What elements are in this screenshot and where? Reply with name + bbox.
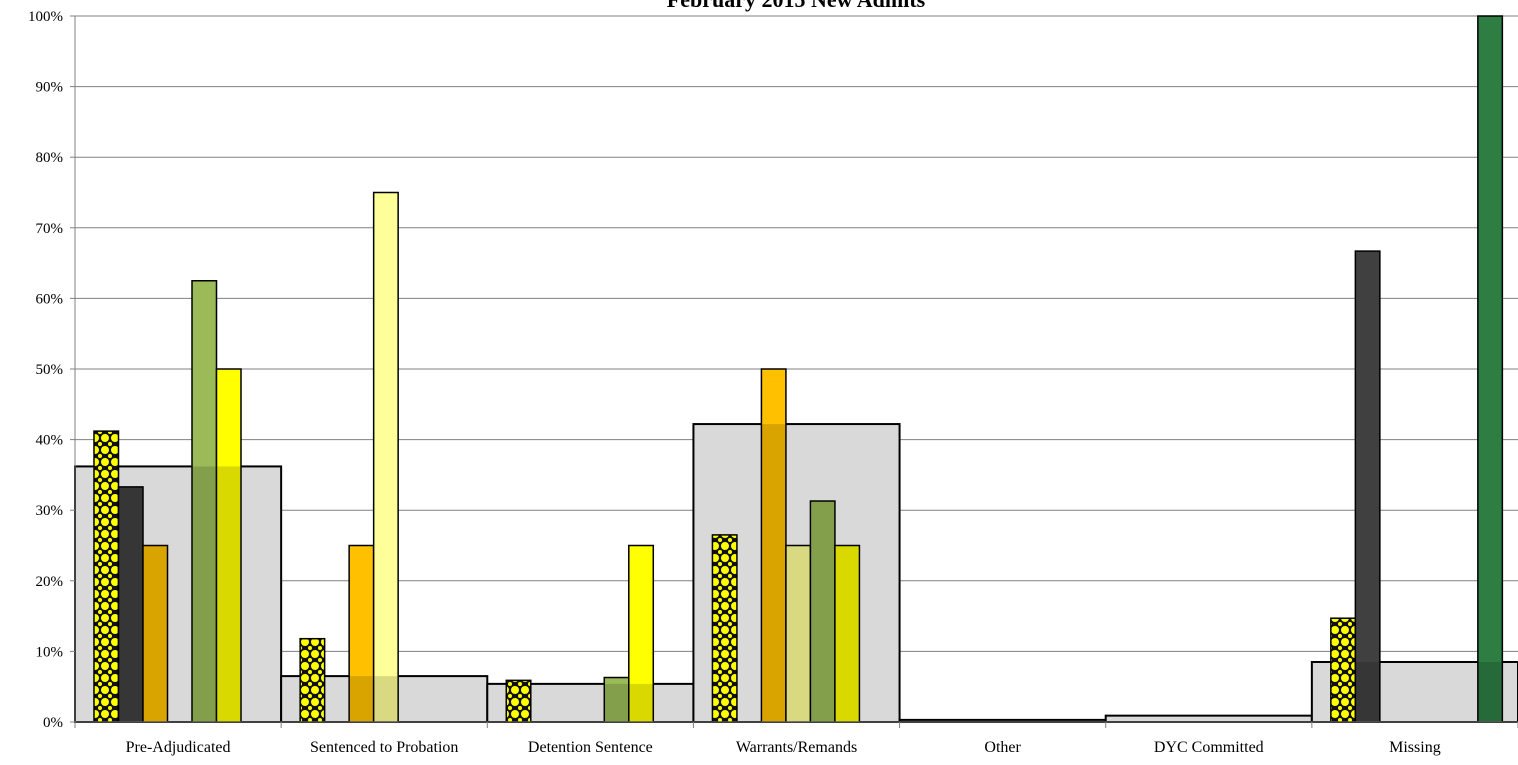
- bar: [834, 544, 861, 723]
- bar: [372, 191, 399, 723]
- x-tick-label: Pre-Adjudicated: [126, 739, 231, 756]
- bar: [1354, 250, 1381, 723]
- x-tick-label: Sentenced to Probation: [310, 739, 458, 756]
- bar-overlap-shade: [629, 683, 653, 722]
- bar: [1477, 15, 1504, 723]
- y-tick-label: 80%: [36, 150, 64, 166]
- y-tick-label: 40%: [36, 433, 64, 449]
- bar-overlap-shade: [374, 676, 398, 722]
- bar: [628, 544, 655, 723]
- background-bar: [1104, 714, 1313, 723]
- y-tick-label: 30%: [36, 503, 64, 519]
- x-tick-label: DYC Committed: [1154, 739, 1264, 756]
- y-tick-label: 0%: [43, 715, 63, 731]
- bar-overlap-shade: [835, 545, 859, 722]
- x-tick-label: Detention Sentence: [528, 739, 653, 756]
- bar: [93, 430, 120, 723]
- chart-title: February 2015 New Admits: [667, 0, 926, 12]
- bar-overlap-shade: [762, 424, 786, 722]
- bar: [1330, 617, 1357, 723]
- bar-overlap-shade: [811, 501, 835, 722]
- x-tick-label: Missing: [1389, 739, 1441, 756]
- y-tick-label: 20%: [36, 574, 64, 590]
- bar-overlap-shade: [192, 466, 216, 722]
- bar-overlap-shade: [143, 545, 167, 722]
- y-tick-label: 10%: [36, 644, 64, 660]
- y-tick-label: 90%: [36, 80, 64, 96]
- x-tick-label: Other: [984, 739, 1021, 756]
- bar-overlap-shade: [119, 486, 143, 722]
- bar: [785, 544, 812, 723]
- bar-overlap-shade: [349, 676, 373, 722]
- bar-overlap-shade: [1356, 661, 1380, 722]
- y-tick-label: 50%: [36, 362, 64, 378]
- bar: [299, 637, 326, 723]
- bar: [505, 679, 532, 723]
- bar: [711, 534, 738, 723]
- bar: [809, 500, 836, 723]
- bar-overlap-shade: [786, 545, 810, 722]
- y-tick-label: 70%: [36, 221, 64, 237]
- bar: [215, 368, 242, 723]
- bar-overlap-shade: [605, 683, 629, 722]
- y-tick-label: 100%: [28, 9, 63, 25]
- y-tick-label: 60%: [36, 291, 64, 307]
- bar: [142, 544, 169, 723]
- bar-overlap-shade: [1478, 661, 1502, 722]
- x-tick-label: Warrants/Remands: [736, 739, 857, 756]
- bar-overlap-shade: [217, 466, 241, 722]
